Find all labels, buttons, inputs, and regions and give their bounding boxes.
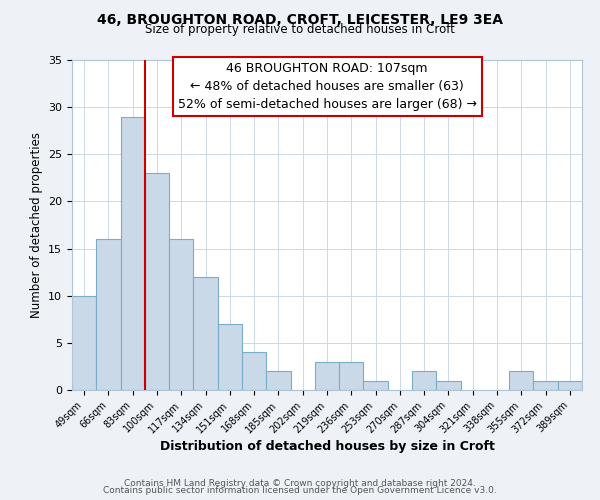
Bar — [169, 239, 193, 390]
Bar — [364, 380, 388, 390]
Bar — [218, 324, 242, 390]
Bar — [412, 371, 436, 390]
Bar — [315, 362, 339, 390]
Bar — [533, 380, 558, 390]
Bar — [436, 380, 461, 390]
Bar — [558, 380, 582, 390]
Text: 46, BROUGHTON ROAD, CROFT, LEICESTER, LE9 3EA: 46, BROUGHTON ROAD, CROFT, LEICESTER, LE… — [97, 12, 503, 26]
Bar — [509, 371, 533, 390]
Bar — [145, 173, 169, 390]
Text: Size of property relative to detached houses in Croft: Size of property relative to detached ho… — [145, 22, 455, 36]
Bar — [339, 362, 364, 390]
Bar — [242, 352, 266, 390]
Y-axis label: Number of detached properties: Number of detached properties — [29, 132, 43, 318]
Bar — [121, 116, 145, 390]
Text: Contains HM Land Registry data © Crown copyright and database right 2024.: Contains HM Land Registry data © Crown c… — [124, 478, 476, 488]
Bar — [96, 239, 121, 390]
Bar — [266, 371, 290, 390]
X-axis label: Distribution of detached houses by size in Croft: Distribution of detached houses by size … — [160, 440, 494, 453]
Text: Contains public sector information licensed under the Open Government Licence v3: Contains public sector information licen… — [103, 486, 497, 495]
Bar — [72, 296, 96, 390]
Text: 46 BROUGHTON ROAD: 107sqm
← 48% of detached houses are smaller (63)
52% of semi-: 46 BROUGHTON ROAD: 107sqm ← 48% of detac… — [178, 62, 476, 110]
Bar — [193, 277, 218, 390]
